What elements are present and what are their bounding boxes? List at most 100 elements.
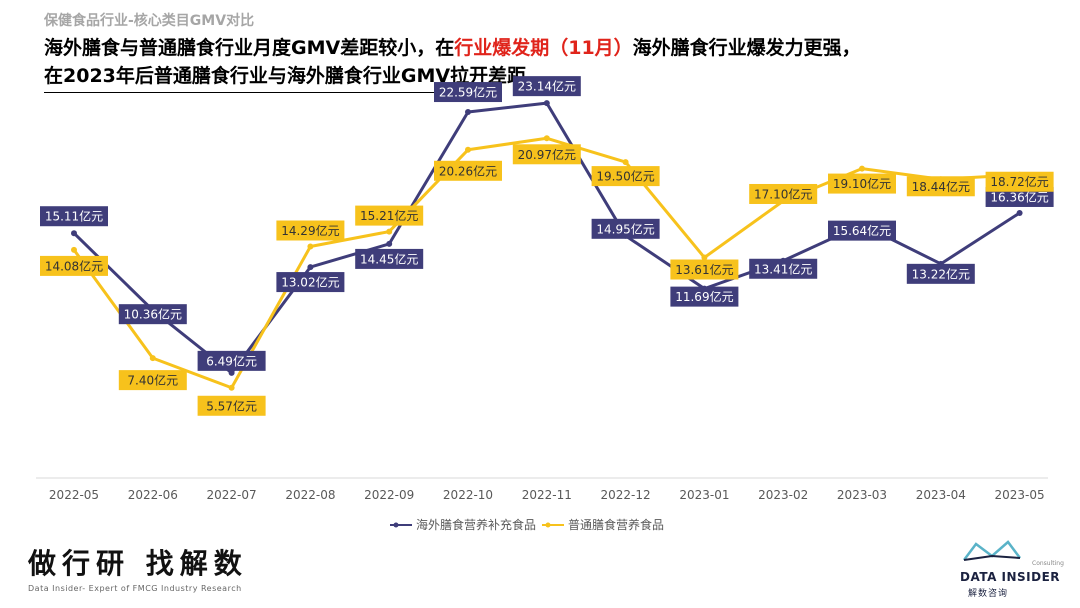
data-label: 14.29亿元 (276, 220, 345, 241)
logo-mark-icon (963, 540, 1021, 561)
data-label-text: 14.95亿元 (596, 221, 654, 236)
data-label-box (749, 258, 818, 279)
data-label-box (276, 272, 345, 293)
data-label-box (355, 248, 424, 269)
data-point (386, 228, 393, 235)
legend-item-overseas: 海外膳食营养补充食品 (390, 516, 536, 533)
data-label: 15.21亿元 (355, 205, 424, 226)
brand-tagline: Data Insider- Expert of FMCG Industry Re… (28, 584, 242, 593)
data-label-text: 19.10亿元 (833, 176, 891, 191)
headline-underline (44, 92, 458, 93)
data-label: 16.36亿元 (985, 186, 1054, 207)
data-label: 15.64亿元 (828, 220, 896, 241)
x-tick-label: 2022-10 (443, 488, 493, 502)
x-tick-label: 2023-03 (837, 488, 887, 502)
data-label: 15.11亿元 (40, 206, 108, 227)
data-label-box (828, 173, 896, 194)
data-label: 5.57亿元 (197, 395, 266, 416)
x-tick-label: 2022-06 (128, 488, 178, 502)
data-label-box (985, 186, 1054, 207)
data-label-box (906, 263, 975, 284)
data-label: 20.26亿元 (434, 160, 502, 181)
data-label: 13.22亿元 (906, 263, 975, 284)
x-tick-label: 2023-05 (995, 488, 1045, 502)
data-label-text: 6.49亿元 (206, 353, 257, 368)
category-label: 保健食品行业-核心类目GMV对比 (44, 13, 255, 29)
legend-marker-overseas (390, 522, 412, 527)
data-label-box (512, 144, 581, 165)
data-point (859, 165, 865, 172)
data-point (465, 146, 471, 153)
data-label: 18.72亿元 (985, 171, 1054, 192)
brand-slogan: 做行研 找解数 (28, 547, 248, 580)
logo-sub: 解数咨询 (968, 589, 1009, 599)
data-label-text: 5.57亿元 (206, 398, 257, 413)
data-label: 13.02亿元 (276, 272, 345, 293)
data-label-text: 18.72亿元 (990, 174, 1048, 189)
data-point (701, 254, 708, 261)
x-tick-label: 2022-11 (522, 488, 572, 502)
data-label-box (434, 160, 502, 181)
data-point (307, 243, 314, 250)
x-tick-label: 2023-02 (758, 488, 808, 502)
x-tick-label: 2022-08 (285, 488, 335, 502)
x-tick-label: 2022-12 (601, 488, 651, 502)
data-label: 19.10亿元 (828, 173, 896, 194)
data-label: 17.10亿元 (749, 183, 818, 204)
data-label: 19.50亿元 (591, 166, 660, 187)
data-label-text: 13.41亿元 (754, 261, 812, 276)
data-label-box (749, 183, 818, 204)
logo-name: DATA INSIDER (960, 570, 1061, 584)
data-label-box (670, 259, 739, 280)
data-label-box (118, 370, 187, 391)
data-label-box (40, 255, 108, 276)
x-tick-label: 2022-07 (207, 488, 257, 502)
data-point (307, 264, 314, 271)
data-label-text: 14.29亿元 (281, 223, 339, 238)
data-label-box (591, 166, 660, 187)
data-label: 13.61亿元 (670, 259, 739, 280)
data-label-box (670, 286, 739, 307)
data-label-box (985, 171, 1054, 192)
data-label-text: 13.61亿元 (675, 262, 733, 277)
data-label: 10.36亿元 (118, 304, 187, 325)
data-label: 20.97亿元 (512, 144, 581, 165)
data-label: 6.49亿元 (197, 350, 266, 371)
data-point (228, 369, 235, 376)
data-label: 14.08亿元 (40, 255, 108, 276)
data-point (149, 355, 156, 362)
data-label-text: 15.21亿元 (360, 208, 418, 223)
data-point (622, 159, 629, 166)
data-label-box (906, 176, 975, 197)
data-label-box (276, 220, 345, 241)
data-label-text: 7.40亿元 (127, 373, 178, 388)
headline-line2: 在2023年后普通膳食行业与海外膳食行业GMV拉开差距 (44, 65, 527, 87)
data-label-box (512, 76, 581, 97)
legend-item-ordinary: 普通膳食营养食品 (542, 516, 664, 533)
legend-marker-ordinary (542, 522, 565, 527)
data-label-text: 19.50亿元 (596, 169, 654, 184)
data-label-text: 10.36亿元 (124, 307, 182, 322)
data-label-box (591, 218, 660, 239)
data-label: 14.45亿元 (355, 248, 424, 269)
data-point (71, 246, 77, 253)
data-label-text: 14.45亿元 (360, 251, 418, 266)
data-label-box (434, 82, 502, 103)
headline: 海外膳食与普通膳食行业月度GMV差距较小，在行业爆发期（11月）海外膳食行业爆发… (44, 34, 1044, 90)
data-label: 13.41亿元 (749, 258, 818, 279)
data-label-box (197, 395, 266, 416)
data-label-box (828, 220, 896, 241)
x-tick-label: 2023-04 (916, 488, 966, 502)
data-point (1016, 209, 1023, 216)
headline-highlight: 行业爆发期（11月） (454, 37, 633, 59)
data-label-box (355, 205, 424, 226)
x-tick-label: 2023-01 (679, 488, 729, 502)
data-label: 7.40亿元 (118, 370, 187, 391)
legend-label-overseas: 海外膳食营养补充食品 (416, 518, 537, 532)
data-label: 23.14亿元 (512, 76, 581, 97)
data-label-text: 15.11亿元 (45, 209, 103, 224)
chart-legend: 海外膳食营养补充食品 普通膳食营养食品 (390, 516, 670, 533)
data-label-text: 13.02亿元 (281, 275, 339, 290)
data-label-text: 20.97亿元 (518, 147, 576, 162)
